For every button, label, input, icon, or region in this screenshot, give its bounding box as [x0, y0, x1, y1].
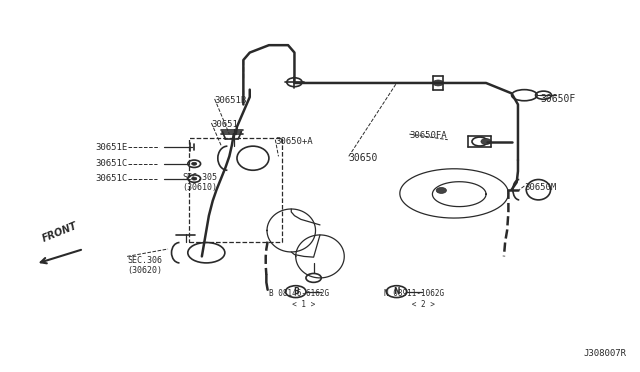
Circle shape	[436, 187, 447, 193]
Circle shape	[191, 162, 196, 165]
Text: B: B	[293, 287, 299, 296]
Text: 30651: 30651	[211, 121, 238, 129]
Circle shape	[481, 138, 491, 144]
Bar	[189, 138, 282, 241]
Text: 30650: 30650	[349, 153, 378, 163]
Text: B 08146-6162G
     < 1 >: B 08146-6162G < 1 >	[269, 289, 329, 309]
Text: 30650M: 30650M	[524, 183, 557, 192]
Text: J308007R: J308007R	[584, 349, 627, 358]
Circle shape	[433, 80, 444, 86]
Text: 30651E: 30651E	[95, 142, 127, 151]
Text: 30651C: 30651C	[95, 174, 127, 183]
Text: N 08911-1062G
      < 2 >: N 08911-1062G < 2 >	[384, 289, 444, 309]
Text: N: N	[394, 287, 400, 296]
Text: 30650F: 30650F	[540, 94, 575, 104]
Text: SEC.306
(30620): SEC.306 (30620)	[127, 256, 162, 275]
Text: 30650FA: 30650FA	[410, 131, 447, 141]
Text: FRONT: FRONT	[40, 220, 79, 243]
Text: 30650+A: 30650+A	[275, 137, 313, 146]
Text: SEC.305
(30610): SEC.305 (30610)	[182, 173, 218, 192]
Text: 30651C: 30651C	[95, 159, 127, 168]
Circle shape	[191, 177, 196, 180]
Text: 30651B: 30651B	[214, 96, 247, 105]
